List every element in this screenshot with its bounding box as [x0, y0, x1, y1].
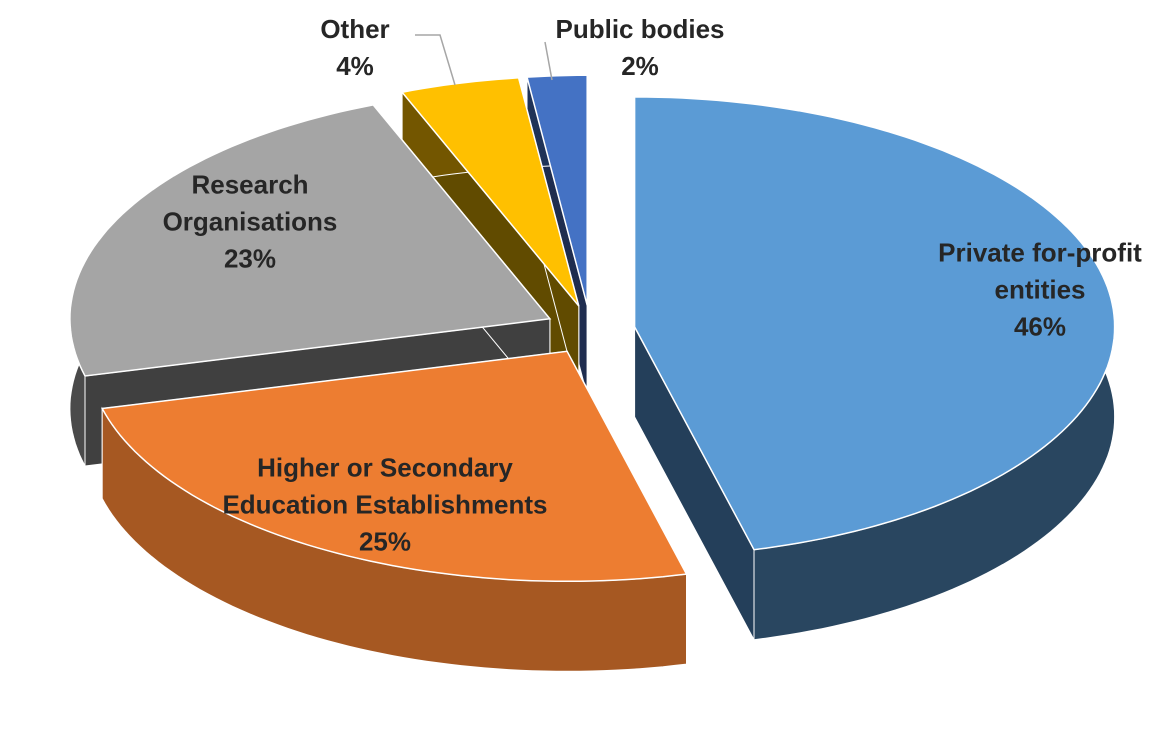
slice	[69, 104, 552, 377]
value-label: 4%	[336, 51, 374, 81]
data-label: Other 4%	[295, 11, 415, 85]
value-label: 2%	[621, 51, 659, 81]
slice	[526, 74, 588, 306]
data-label: Research Organisations 23%	[135, 167, 365, 278]
category-label: Research Organisations	[162, 169, 338, 237]
slices	[69, 74, 1116, 672]
leader-line	[544, 41, 553, 81]
leader-line	[415, 34, 456, 86]
category-label: Public bodies	[555, 14, 725, 44]
value-label: 46%	[1013, 311, 1067, 342]
data-label: Public bodies 2%	[525, 11, 755, 85]
value-label: 23%	[223, 243, 277, 274]
category-label: Private for-profit entities	[938, 237, 1142, 305]
category-label: Other	[320, 14, 390, 44]
data-label: Higher or Secondary Education Establishm…	[220, 450, 550, 561]
value-label: 25%	[358, 526, 412, 557]
slice	[400, 77, 580, 307]
data-label: Private for-profit entities 46%	[905, 235, 1163, 346]
slice	[100, 350, 688, 583]
category-label: Higher or Secondary Education Establishm…	[222, 452, 548, 520]
slice	[633, 96, 1116, 551]
